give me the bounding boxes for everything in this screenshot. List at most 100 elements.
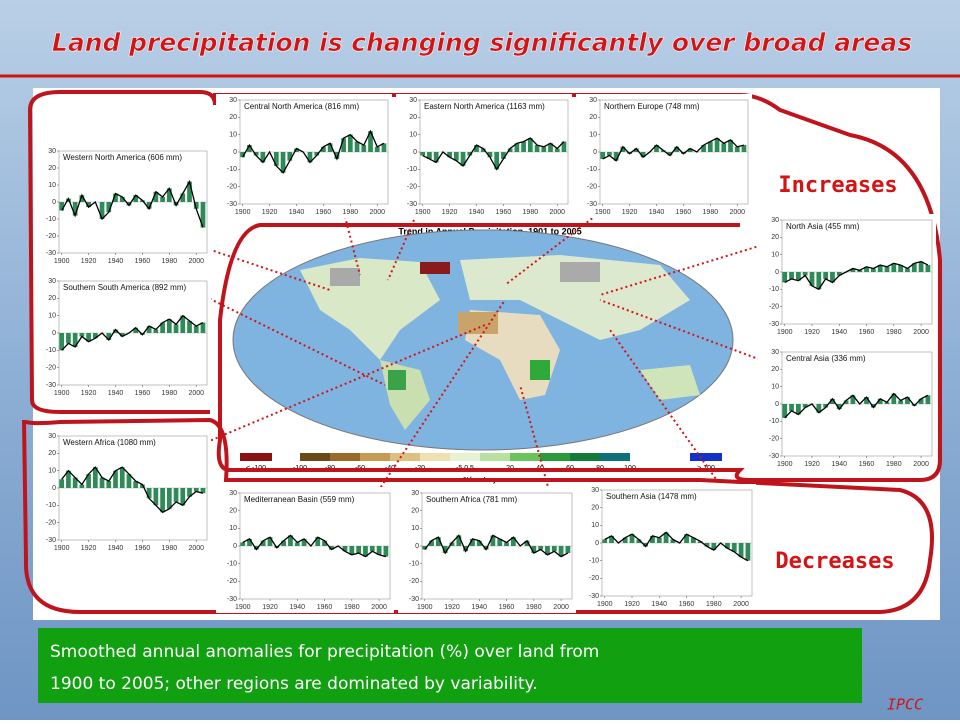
y-tick-label: 30 xyxy=(591,487,599,494)
y-tick-label: -30 xyxy=(407,201,417,208)
bar xyxy=(684,534,689,543)
bar xyxy=(643,543,649,547)
smoothed-line xyxy=(61,179,204,228)
x-tick-label: 1920 xyxy=(444,604,460,611)
bar xyxy=(133,481,139,488)
bar xyxy=(146,326,152,333)
bar xyxy=(609,535,614,543)
y-tick-label: -30 xyxy=(589,593,599,600)
bar xyxy=(79,333,85,337)
bar xyxy=(113,329,118,333)
panel: -30 -20 -10 0 10 20 30 1900 1920 1940 1960 1980 2000… xyxy=(35,430,211,554)
y-tick-label: 20 xyxy=(591,505,599,512)
bar xyxy=(106,333,112,340)
bar xyxy=(449,542,455,546)
bar xyxy=(836,272,842,276)
y-tick-label: 0 xyxy=(415,543,419,550)
bar xyxy=(126,474,132,488)
x-tick-label: 1900 xyxy=(417,604,433,611)
bar xyxy=(267,537,273,546)
bar xyxy=(687,148,693,152)
y-tick-label: 30 xyxy=(48,278,56,285)
bar xyxy=(200,202,206,228)
decreases-outline xyxy=(22,417,934,614)
bar xyxy=(363,546,368,557)
y-tick-label: -30 xyxy=(46,382,56,389)
x-tick-label: 1960 xyxy=(317,604,333,611)
bar xyxy=(782,272,788,283)
bar xyxy=(180,193,186,202)
bar xyxy=(802,404,808,408)
y-tick-label: -20 xyxy=(587,184,597,191)
bar xyxy=(898,400,904,404)
bar xyxy=(240,152,246,158)
bar xyxy=(707,141,713,152)
bar xyxy=(347,134,353,152)
bar xyxy=(356,546,362,554)
bar xyxy=(823,272,829,279)
smoothed-line xyxy=(784,260,929,291)
increases-outline-left xyxy=(28,109,210,414)
y-tick-label: -20 xyxy=(769,436,779,443)
bar xyxy=(561,141,567,152)
increases-outline xyxy=(28,90,942,482)
x-tick-label: 1900 xyxy=(54,545,70,552)
panel: -30 -20 -10 0 10 20 30 1900 1920 1940 1960 1980 2000… xyxy=(758,346,936,470)
bar xyxy=(341,138,346,152)
y-tick-label: 30 xyxy=(771,349,779,356)
bar xyxy=(173,324,179,333)
bar xyxy=(816,404,822,413)
bar xyxy=(288,535,293,546)
bar xyxy=(877,398,883,404)
y-tick-label: 30 xyxy=(771,217,779,224)
smoothed-line xyxy=(422,137,565,171)
x-tick-label: 1920 xyxy=(81,258,97,265)
x-tick-label: 1900 xyxy=(54,258,70,265)
bar xyxy=(349,546,355,555)
smoothed-line xyxy=(61,314,204,351)
bar xyxy=(487,152,493,158)
bar xyxy=(670,539,676,543)
y-tick-label: 10 xyxy=(48,468,56,475)
x-tick-label: 2000 xyxy=(369,209,385,216)
y-tick-label: 10 xyxy=(48,313,56,320)
y-tick-label: -10 xyxy=(589,558,599,565)
y-tick-label: -10 xyxy=(46,347,56,354)
x-tick-label: 1960 xyxy=(135,258,151,265)
bar xyxy=(836,404,842,410)
bar xyxy=(72,333,78,347)
y-tick-label: -20 xyxy=(227,184,237,191)
x-tick-label: 1980 xyxy=(886,461,902,468)
bar xyxy=(153,191,159,202)
bar xyxy=(636,539,642,543)
bar xyxy=(823,404,829,408)
y-tick-label: 20 xyxy=(409,114,417,121)
bar xyxy=(315,537,321,546)
x-tick-label: 1940 xyxy=(289,604,305,611)
bar xyxy=(193,326,199,333)
bar xyxy=(898,265,904,272)
bar xyxy=(551,546,557,552)
y-tick-label: -10 xyxy=(769,286,779,293)
panel: -30 -20 -10 0 10 20 30 1900 1920 1940 1960 1980 2000… xyxy=(216,94,392,218)
panel-title: Western Africa (1080 mm) xyxy=(63,438,156,447)
y-tick-label: 20 xyxy=(229,508,237,515)
bar xyxy=(620,146,626,152)
bar xyxy=(656,537,662,543)
bar xyxy=(253,546,259,550)
bar xyxy=(782,404,788,418)
x-tick-label: 1940 xyxy=(649,209,665,216)
bar xyxy=(314,152,320,156)
bar xyxy=(369,546,375,552)
y-tick-label: 10 xyxy=(409,132,417,139)
y-tick-label: -20 xyxy=(46,520,56,527)
panel-title: Northern Europe (748 mm) xyxy=(604,102,700,111)
bar xyxy=(650,535,655,543)
bar xyxy=(321,146,326,152)
bar xyxy=(140,484,145,488)
bar xyxy=(725,543,730,549)
bar xyxy=(86,202,91,208)
y-tick-label: 0 xyxy=(233,543,237,550)
bar xyxy=(558,546,564,557)
bar xyxy=(240,542,246,546)
